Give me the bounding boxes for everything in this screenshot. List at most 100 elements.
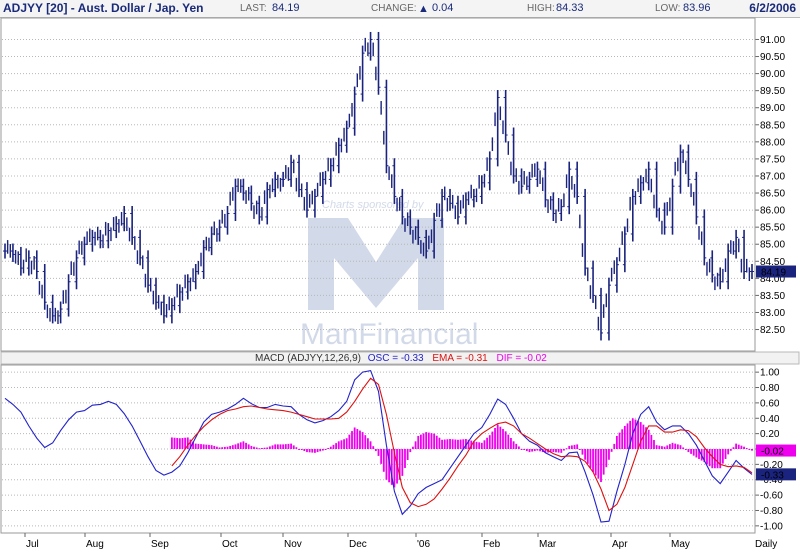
price-tick-label: 87.50 bbox=[760, 154, 785, 165]
watermark-logo: Charts sponsored by ManFinancial bbox=[300, 199, 478, 351]
dif-histogram-bar bbox=[390, 449, 393, 485]
dif-histogram-bar bbox=[303, 449, 306, 452]
dif-histogram-bar bbox=[239, 442, 242, 449]
dif-histogram-bar bbox=[520, 449, 523, 450]
change-label: CHANGE: bbox=[371, 3, 417, 14]
dif-histogram-bar bbox=[393, 449, 396, 488]
price-tick-label: 84.50 bbox=[760, 257, 785, 268]
dif-histogram-bar bbox=[517, 446, 520, 449]
dif-histogram-bar bbox=[348, 434, 351, 449]
dif-histogram-bar bbox=[679, 445, 682, 449]
dif-histogram-bar bbox=[525, 449, 528, 452]
dif-histogram-bar bbox=[475, 441, 478, 449]
change-value: 0.04 bbox=[432, 2, 454, 14]
dif-histogram-bar bbox=[401, 449, 404, 476]
dif-histogram-bar bbox=[245, 442, 247, 449]
dif-histogram-bar bbox=[173, 437, 176, 449]
dif-histogram-bar bbox=[435, 435, 438, 449]
dif-histogram-bar bbox=[557, 449, 560, 453]
dif-histogram-bar bbox=[398, 449, 401, 480]
last-price-marker bbox=[756, 265, 796, 278]
dif-histogram-bar bbox=[382, 449, 385, 472]
dif-histogram-bar bbox=[616, 435, 618, 449]
macd-tick-label: -1.00 bbox=[760, 521, 783, 532]
price-tick-label: 90.50 bbox=[760, 52, 785, 63]
x-tick-label: Nov bbox=[284, 539, 302, 550]
dif-histogram-bar bbox=[647, 429, 650, 449]
dif-histogram-bar bbox=[340, 440, 343, 449]
dif-histogram-bar bbox=[645, 427, 647, 449]
dif-histogram-bar bbox=[351, 431, 353, 449]
dif-histogram-bar bbox=[372, 446, 375, 449]
macd-ema-line bbox=[171, 377, 753, 512]
price-tick-label: 89.50 bbox=[760, 86, 785, 97]
dif-histogram-bar bbox=[748, 449, 751, 450]
dif-histogram-bar bbox=[290, 443, 292, 449]
macd-panel-frame bbox=[0, 364, 756, 534]
dif-histogram-bar bbox=[404, 449, 406, 468]
dif-histogram-bar bbox=[337, 441, 340, 449]
dif-histogram-bar bbox=[253, 446, 255, 449]
dif-histogram-bar bbox=[443, 439, 446, 449]
dif-histogram-bar bbox=[581, 449, 584, 455]
price-panel-frame bbox=[0, 17, 756, 352]
dif-histogram-bar bbox=[364, 435, 367, 449]
dif-histogram-bar bbox=[480, 442, 483, 449]
dif-histogram-bar bbox=[295, 447, 298, 449]
dif-histogram-bar bbox=[491, 431, 494, 449]
dif-histogram-bar bbox=[374, 449, 377, 452]
dif-histogram-bar bbox=[231, 445, 234, 449]
dif-histogram-bar bbox=[629, 420, 632, 449]
macd-osc-line bbox=[4, 369, 753, 523]
dif-histogram-bar bbox=[255, 447, 258, 449]
dif-histogram-bar bbox=[454, 439, 457, 449]
macd-dif-histogram bbox=[170, 418, 753, 488]
macd-header-band bbox=[0, 351, 800, 365]
change-up-icon: ▲ bbox=[418, 3, 429, 15]
high-value: 84.33 bbox=[556, 2, 584, 14]
price-tick-label: 82.50 bbox=[760, 325, 785, 336]
macd-dif-label: DIF = -0.02 bbox=[496, 353, 547, 364]
dif-histogram-bar bbox=[417, 435, 420, 449]
dif-last-label: -0.02 bbox=[761, 447, 784, 458]
dif-histogram-bar bbox=[465, 439, 467, 449]
x-tick-label: Apr bbox=[612, 539, 628, 550]
dif-histogram-bar bbox=[441, 439, 443, 449]
dif-histogram-bar bbox=[449, 439, 451, 449]
price-tick-label: 87.00 bbox=[760, 171, 785, 182]
price-tick-label: 86.00 bbox=[760, 206, 785, 217]
dif-histogram-bar bbox=[703, 449, 706, 463]
dif-histogram-bar bbox=[597, 449, 600, 479]
x-tick-label: Aug bbox=[86, 539, 104, 550]
dif-histogram-bar bbox=[727, 449, 730, 455]
dif-histogram-bar bbox=[711, 449, 714, 469]
price-tick-label: 91.00 bbox=[760, 35, 785, 46]
dif-histogram-bar bbox=[369, 441, 372, 449]
dif-histogram-bar bbox=[671, 442, 674, 449]
dif-histogram-bar bbox=[637, 420, 639, 449]
dif-histogram-bar bbox=[533, 449, 536, 452]
dif-histogram-bar bbox=[650, 434, 653, 449]
dif-histogram-bar bbox=[496, 424, 499, 449]
quote-date: 6/2/2006 bbox=[749, 1, 796, 15]
dif-histogram-bar bbox=[570, 445, 573, 449]
dif-histogram-bar bbox=[578, 449, 581, 450]
dif-histogram-bar bbox=[708, 449, 711, 467]
macd-tick-label: -0.40 bbox=[760, 475, 783, 486]
dif-histogram-bar bbox=[327, 447, 330, 449]
dif-histogram-bar bbox=[202, 444, 205, 449]
dif-histogram-bar bbox=[298, 449, 300, 450]
dif-histogram-bar bbox=[573, 444, 576, 449]
price-tick-label: 88.00 bbox=[760, 137, 785, 148]
dif-histogram-bar bbox=[266, 447, 269, 449]
macd-tick-label: 1.00 bbox=[760, 368, 780, 379]
dif-histogram-bar bbox=[745, 447, 748, 449]
dif-histogram-bar bbox=[740, 445, 743, 449]
dif-histogram-bar bbox=[324, 449, 327, 450]
dif-histogram-bar bbox=[472, 441, 475, 449]
x-tick-label: Dec bbox=[349, 539, 367, 550]
dif-histogram-bar bbox=[613, 443, 616, 449]
dif-histogram-bar bbox=[335, 443, 338, 449]
dif-histogram-bar bbox=[359, 430, 361, 449]
macd-tick-label: -0.20 bbox=[760, 460, 783, 471]
